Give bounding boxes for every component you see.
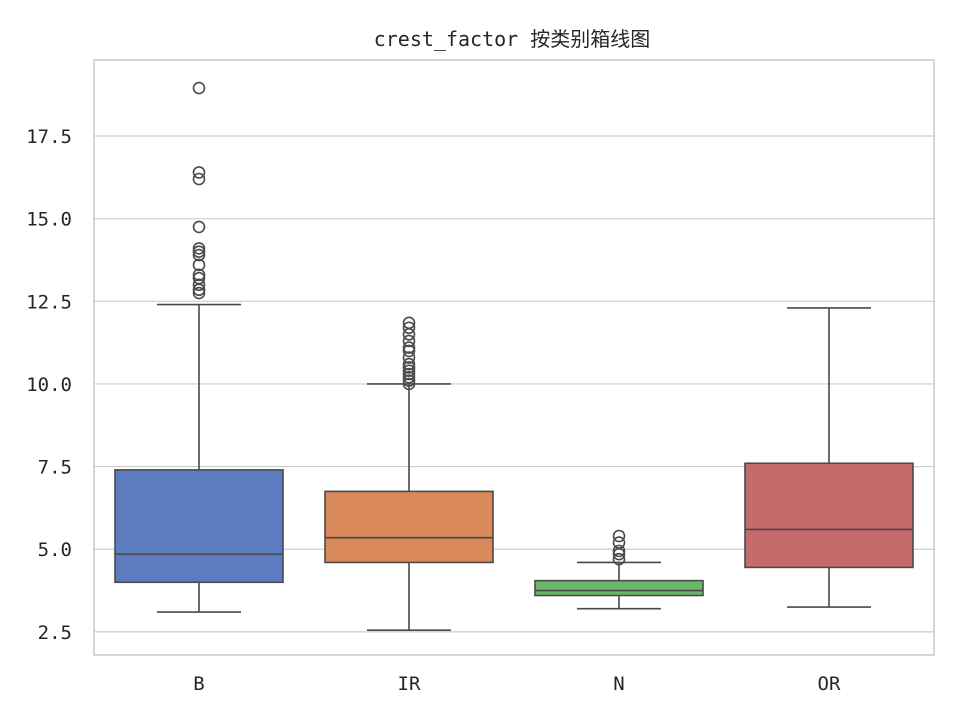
outlier-point xyxy=(192,245,206,259)
plot-frame xyxy=(93,59,935,656)
chart-title: crest_factor 按类别箱线图 xyxy=(374,27,651,51)
outlier-point xyxy=(402,341,416,354)
y-tick-label: 2.5 xyxy=(38,622,72,644)
box-group-OR xyxy=(744,307,914,608)
outlier-point xyxy=(612,552,626,566)
outlier-point xyxy=(402,351,416,364)
outlier-point xyxy=(402,364,416,378)
box-body xyxy=(324,490,494,564)
box-body xyxy=(744,462,914,569)
axis-layer: 2.5 5.0 7.5 10.0 12.5 15.0 17.5 B IR N OR xyxy=(26,126,841,695)
outlier-point xyxy=(402,357,416,371)
outlier-point xyxy=(192,172,206,186)
outlier-point xyxy=(402,321,416,335)
box-body xyxy=(114,469,284,584)
box-group-B xyxy=(114,81,284,613)
y-tick-label: 10.0 xyxy=(26,374,72,396)
x-tick-label: OR xyxy=(818,673,841,695)
y-tick-label: 5.0 xyxy=(38,539,72,561)
y-tick-label: 17.5 xyxy=(26,126,72,148)
outlier-point xyxy=(402,374,416,387)
x-tick-label: B xyxy=(193,673,204,695)
outlier-point xyxy=(192,258,206,272)
outlier-point xyxy=(402,371,416,384)
outlier-point xyxy=(402,344,416,358)
outlier-point xyxy=(612,529,626,543)
y-tick-label: 15.0 xyxy=(26,209,72,231)
outlier-point xyxy=(192,220,206,234)
outlier-point xyxy=(402,361,416,374)
x-tick-label: IR xyxy=(398,673,421,695)
outlier-point xyxy=(192,242,206,255)
outlier-point xyxy=(192,248,206,262)
outlier-point xyxy=(192,166,206,179)
box-group-IR xyxy=(324,316,494,632)
outlier-point xyxy=(192,81,206,95)
plot-layer xyxy=(114,81,914,632)
y-tick-label: 12.5 xyxy=(26,291,72,313)
outlier-point xyxy=(192,268,206,282)
outlier-point xyxy=(192,271,206,285)
outlier-point xyxy=(192,278,206,292)
y-tick-label: 7.5 xyxy=(38,457,72,479)
outlier-point xyxy=(402,367,416,381)
outlier-point xyxy=(402,334,416,348)
outlier-point xyxy=(402,316,416,330)
outlier-point xyxy=(402,377,416,391)
box-group-N xyxy=(534,529,704,610)
x-tick-label: N xyxy=(613,673,624,695)
outlier-point xyxy=(612,544,626,558)
outlier-point xyxy=(612,536,626,549)
box-body xyxy=(534,579,704,597)
outlier-point xyxy=(192,286,206,300)
